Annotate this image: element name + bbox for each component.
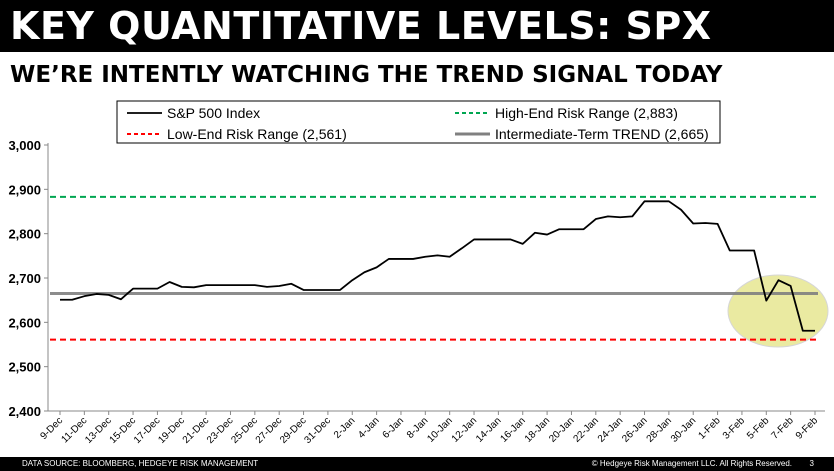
x-tick-label: 19-Dec [156,415,187,446]
y-tick-label: 2,900 [8,182,41,197]
x-tick-label: 24-Jan [596,415,625,444]
legend-label: Intermediate-Term TREND (2,665) [495,126,709,142]
title-bar: KEY QUANTITATIVE LEVELS: SPX [0,0,834,52]
y-tick-label: 2,500 [8,360,41,375]
x-tick-label: 10-Jan [425,415,454,444]
x-tick-label: 29-Dec [278,415,309,446]
x-tick-label: 1-Feb [696,415,723,442]
page-title: KEY QUANTITATIVE LEVELS: SPX [10,4,712,48]
highlight-ellipse [727,274,829,348]
legend-label: High-End Risk Range (2,883) [495,105,678,121]
x-tick-label: 21-Dec [181,415,212,446]
x-tick-label: 17-Dec [132,415,163,446]
x-tick-label: 13-Dec [83,415,114,446]
data-source: DATA SOURCE: BLOOMBERG, HEDGEYE RISK MAN… [22,459,259,468]
y-tick-label: 2,700 [8,271,41,286]
x-tick-label: 22-Jan [572,415,601,444]
x-tick-label: 28-Jan [645,415,674,444]
x-tick-label: 16-Jan [498,415,527,444]
legend-label: S&P 500 Index [167,105,260,121]
x-tick-label: 4-Jan [356,415,381,440]
x-tick-label: 31-Dec [302,415,333,446]
x-tick-label: 15-Dec [108,415,139,446]
y-tick-label: 3,000 [8,138,41,153]
y-tick-label: 2,600 [8,315,41,330]
x-tick-label: 27-Dec [254,415,285,446]
legend-label: Low-End Risk Range (2,561) [167,126,347,142]
x-tick-label: 2-Jan [332,415,357,440]
x-tick-label: 5-Feb [745,415,772,442]
page-subtitle: WE’RE INTENTLY WATCHING THE TREND SIGNAL… [10,62,723,88]
y-tick-label: 2,400 [8,404,41,419]
x-tick-label: 12-Jan [450,415,479,444]
x-tick-label: 30-Jan [669,415,698,444]
x-tick-label: 20-Jan [547,415,576,444]
series-line-spx [60,200,815,332]
footer: DATA SOURCE: BLOOMBERG, HEDGEYE RISK MAN… [0,457,834,471]
page-number: 3 [809,459,814,468]
x-tick-label: 7-Feb [770,415,797,442]
x-tick-label: 6-Jan [381,415,406,440]
x-tick-label: 3-Feb [721,415,748,442]
x-tick-label: 26-Jan [620,415,649,444]
x-tick-label: 14-Jan [474,415,503,444]
y-tick-label: 2,800 [8,227,41,242]
legend-box [116,100,721,144]
x-tick-label: 9-Feb [794,415,821,442]
x-tick-label: 25-Dec [229,415,260,446]
x-tick-label: 23-Dec [205,415,236,446]
copyright: © Hedgeye Risk Management LLC. All Right… [591,459,792,468]
x-tick-label: 18-Jan [523,415,552,444]
